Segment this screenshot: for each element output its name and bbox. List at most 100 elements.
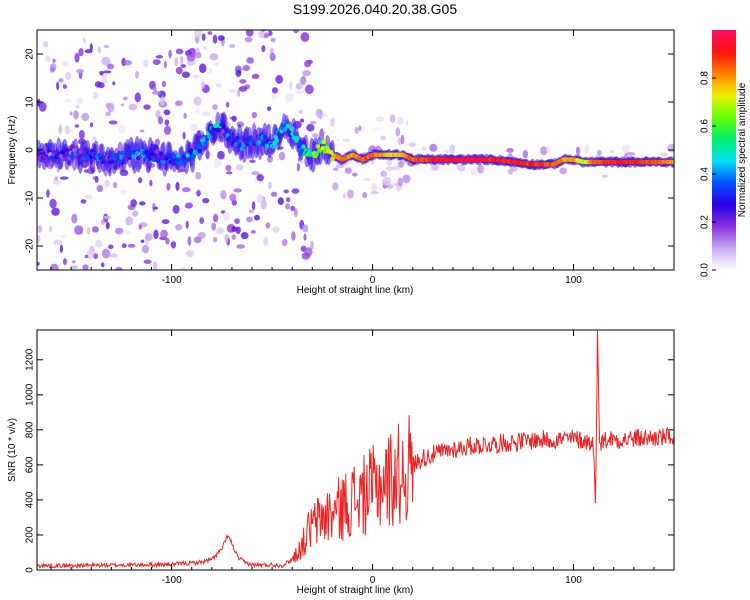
spectral-ridge-core — [271, 144, 276, 149]
spectral-noise-blob — [596, 149, 602, 156]
spectral-noise-blob — [299, 118, 305, 123]
spectral-noise-blob — [161, 80, 167, 88]
spectral-noise-blob — [172, 204, 180, 214]
spectral-noise-blob — [192, 74, 200, 79]
spectral-noise-blob — [186, 54, 196, 62]
spectral-noise-blob — [84, 254, 89, 259]
spectral-noise-blob — [97, 46, 102, 54]
spectral-noise-blob — [397, 117, 404, 125]
spectral-noise-blob — [256, 31, 265, 39]
spectral-noise-blob — [242, 65, 251, 72]
spectral-noise-blob — [239, 79, 247, 84]
spectral-noise-blob — [248, 209, 254, 214]
spectral-noise-blob — [37, 225, 43, 233]
spectral-noise-blob — [277, 197, 284, 206]
y-tick-label: 10 — [25, 96, 36, 108]
spectral-ridge-core — [124, 157, 129, 162]
spectral-noise-blob — [175, 224, 183, 231]
spectral-noise-blob — [293, 208, 298, 218]
spectral-noise-blob — [235, 226, 241, 235]
spectral-noise-blob — [105, 111, 111, 117]
spectral-noise-blob — [660, 152, 668, 157]
spectral-noise-blob — [101, 73, 108, 84]
spectral-noise-blob — [392, 166, 401, 171]
spectral-noise-blob — [370, 191, 380, 195]
colorbar-label: Normalized spectral amplitude — [737, 82, 748, 217]
spectral-noise-blob — [53, 239, 63, 246]
spectral-noise-blob — [135, 70, 140, 79]
spectral-noise-blob — [91, 226, 99, 233]
spectral-noise-blob — [163, 125, 172, 136]
y-tick-label: 0 — [25, 147, 36, 153]
spectral-noise-blob — [59, 176, 69, 180]
spectral-noise-blob — [217, 35, 225, 41]
spectral-noise-blob — [82, 37, 87, 43]
spectral-noise-blob — [80, 199, 87, 204]
spectral-noise-blob — [286, 197, 291, 203]
spectral-ridge-core — [90, 148, 95, 154]
spectral-noise-blob — [522, 150, 529, 159]
spectral-noise-blob — [84, 49, 93, 54]
spectral-ridge-core — [63, 156, 69, 162]
spectral-noise-blob — [78, 48, 84, 57]
spectral-noise-blob — [139, 201, 146, 206]
snr-xlabel: Height of straight line (km) — [297, 585, 414, 596]
spectral-noise-blob — [336, 137, 340, 142]
spectral-noise-blob — [293, 30, 299, 34]
spectral-noise-blob — [269, 52, 276, 62]
spectral-noise-blob — [46, 189, 50, 198]
x-tick-label: -100 — [162, 275, 182, 286]
spectral-noise-blob — [298, 110, 303, 114]
spectral-ridge-core — [64, 147, 70, 153]
spectral-noise-blob — [622, 144, 630, 154]
spectral-ridge-core — [78, 149, 83, 154]
spectral-noise-blob — [91, 136, 97, 142]
spectral-noise-blob — [153, 229, 159, 239]
spectral-noise-blob — [83, 169, 89, 173]
spectral-noise-blob — [51, 207, 60, 216]
spectral-noise-blob — [278, 151, 286, 161]
spectral-noise-blob — [283, 189, 290, 194]
colorbar-tick-label: 0.6 — [700, 119, 711, 133]
spectral-noise-blob — [212, 62, 220, 67]
spectral-noise-blob — [180, 64, 187, 68]
spectral-ridge-core — [131, 154, 136, 159]
spectral-noise-blob — [212, 236, 218, 243]
spectral-noise-blob — [251, 171, 260, 175]
spectral-noise-blob — [178, 266, 187, 270]
spectral-noise-blob — [354, 126, 359, 135]
spectral-noise-blob — [235, 164, 244, 171]
spectral-noise-blob — [193, 96, 202, 106]
spectral-ridge-core — [301, 144, 306, 150]
spectral-noise-blob — [346, 189, 354, 199]
spectral-noise-blob — [285, 92, 294, 103]
spectral-noise-blob — [256, 194, 264, 204]
spectral-noise-blob — [207, 31, 213, 35]
spectral-noise-blob — [100, 219, 105, 226]
spectral-ridge-core — [134, 150, 140, 156]
spectral-noise-blob — [449, 144, 456, 155]
spectral-noise-blob — [127, 243, 136, 248]
spectral-noise-blob — [144, 233, 153, 242]
spectral-noise-blob — [52, 58, 56, 63]
spectral-noise-blob — [149, 179, 153, 187]
spectral-noise-blob — [212, 34, 218, 44]
spectral-noise-blob — [74, 225, 83, 235]
spectral-ridge-core — [283, 127, 288, 132]
spectral-noise-blob — [273, 24, 281, 29]
spectral-noise-blob — [387, 184, 394, 189]
spectral-noise-blob — [119, 169, 129, 177]
spectral-noise-blob — [175, 181, 180, 191]
spectral-ridge-core — [221, 124, 227, 130]
spectral-ridge-core — [172, 153, 177, 159]
spectral-noise-blob — [170, 241, 177, 249]
spectral-noise-blob — [224, 23, 231, 29]
spectral-noise-blob — [70, 265, 78, 269]
spectral-noise-blob — [421, 146, 427, 151]
y-tick-label: 1200 — [25, 348, 36, 371]
spectral-noise-blob — [175, 66, 183, 75]
spectral-noise-blob — [195, 171, 202, 180]
y-tick-label: 200 — [25, 526, 36, 543]
spectral-noise-blob — [251, 201, 256, 211]
spectral-noise-blob — [236, 244, 245, 249]
